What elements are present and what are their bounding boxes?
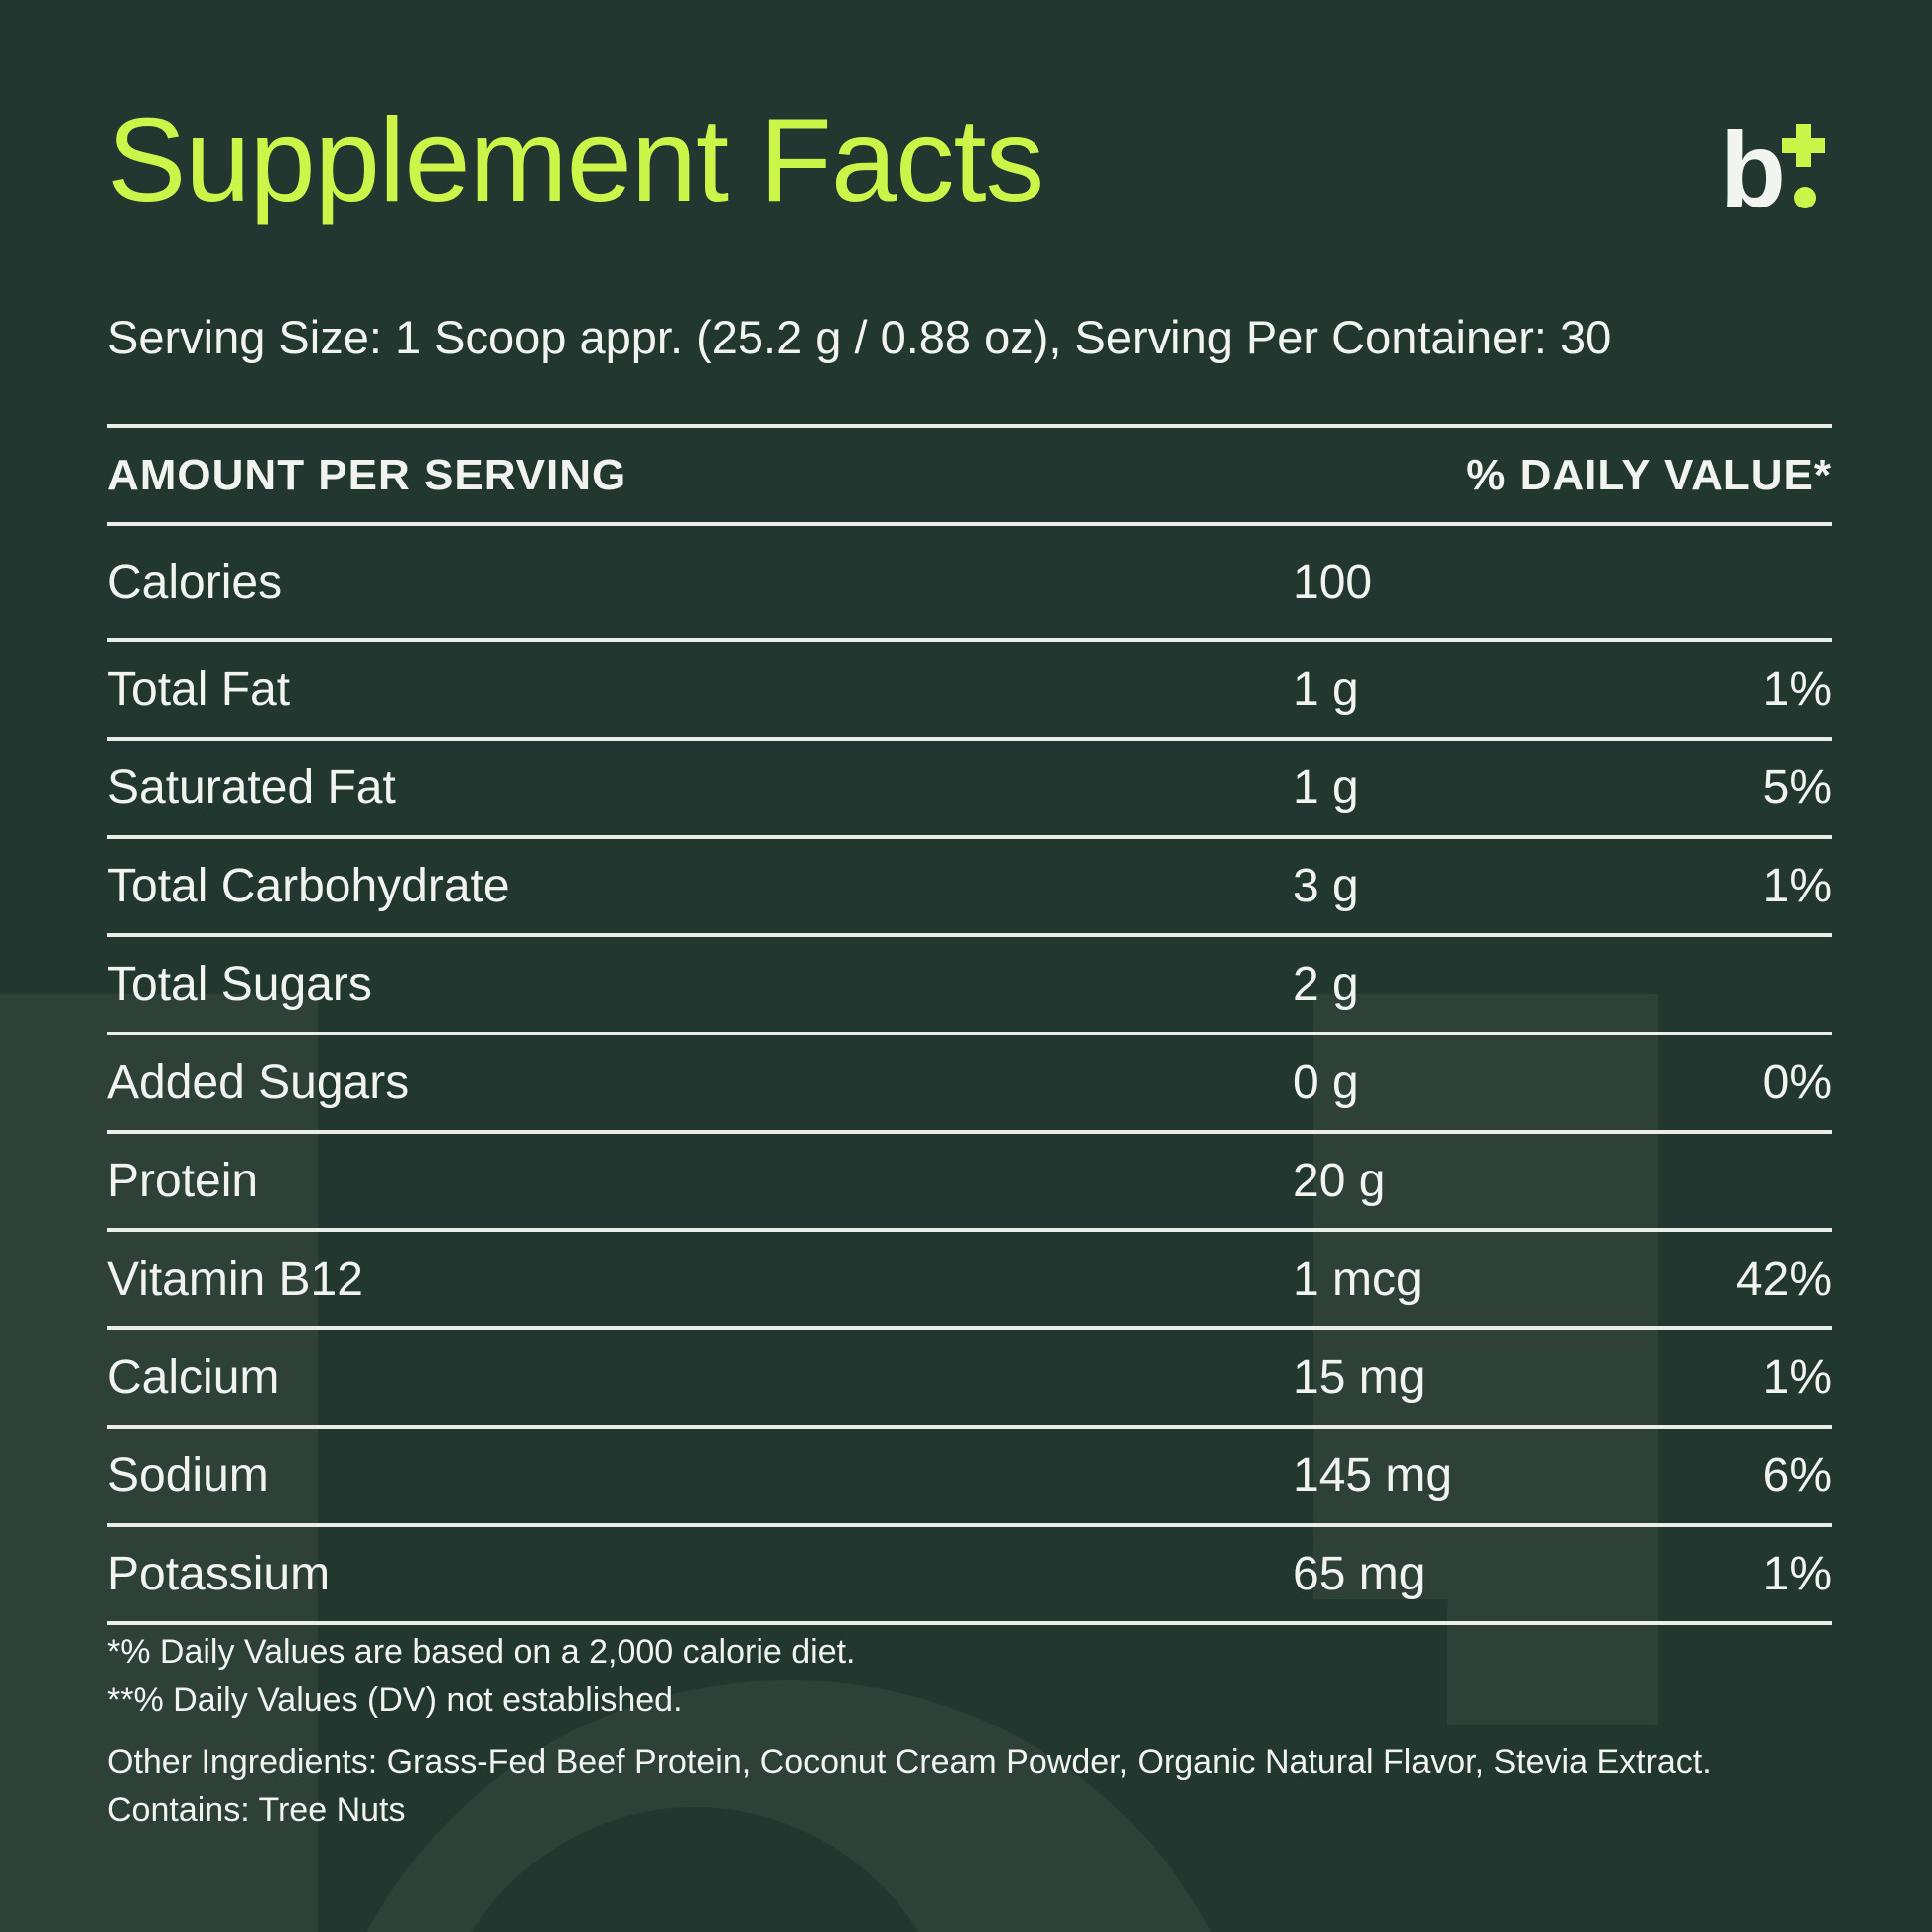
row-amount: 3 g: [1293, 860, 1359, 912]
amount-per-serving-header: AMOUNT PER SERVING: [107, 450, 627, 499]
table-row: Sodium 145 mg 6%: [107, 1429, 1832, 1527]
brand-logo-letter: b: [1725, 124, 1786, 211]
table-row: Potassium 65 mg 1%: [107, 1527, 1832, 1625]
row-label: Potassium: [107, 1548, 331, 1600]
other-ingredients: Other Ingredients: Grass-Fed Beef Protei…: [107, 1743, 1712, 1781]
row-label: Vitamin B12: [107, 1253, 363, 1306]
table-row: Total Sugars 2 g: [107, 937, 1832, 1035]
contains-allergens: Contains: Tree Nuts: [107, 1791, 406, 1829]
ingredients-block: Other Ingredients: Grass-Fed Beef Protei…: [107, 1738, 1712, 1834]
row-label: Protein: [107, 1155, 259, 1207]
row-daily-value: 1%: [1762, 860, 1832, 912]
row-amount: 1 mcg: [1293, 1253, 1423, 1306]
row-amount: 65 mg: [1293, 1548, 1426, 1600]
row-label: Total Carbohydrate: [107, 860, 510, 912]
row-daily-value: 0%: [1762, 1056, 1832, 1109]
row-amount: 1 g: [1293, 761, 1359, 814]
footnote-dv-not-established: **% Daily Values (DV) not established.: [107, 1681, 683, 1719]
row-daily-value: 42%: [1735, 1253, 1832, 1306]
table-row: Vitamin B12 1 mcg 42%: [107, 1232, 1832, 1330]
row-amount: 1 g: [1293, 663, 1359, 716]
row-daily-value: 6%: [1762, 1449, 1832, 1502]
table-row: Saturated Fat 1 g 5%: [107, 741, 1832, 839]
brand-logo: b: [1721, 109, 1833, 229]
row-amount: 145 mg: [1293, 1449, 1452, 1502]
row-label: Total Sugars: [107, 958, 372, 1011]
plus-icon: [1782, 124, 1825, 167]
row-amount: 100: [1293, 556, 1373, 609]
row-daily-value: 5%: [1762, 761, 1832, 814]
table-row: Calcium 15 mg 1%: [107, 1330, 1832, 1429]
page-title: Supplement Facts: [107, 94, 1044, 226]
row-label: Saturated Fat: [107, 761, 396, 814]
table-row: Protein 20 g: [107, 1134, 1832, 1232]
table-row: Added Sugars 0 g 0%: [107, 1035, 1832, 1134]
row-label: Calories: [107, 556, 283, 609]
dot-icon: [1794, 187, 1816, 208]
row-daily-value: 1%: [1762, 1548, 1832, 1600]
row-daily-value: 1%: [1762, 663, 1832, 716]
row-amount: 0 g: [1293, 1056, 1359, 1109]
footnotes: *% Daily Values are based on a 2,000 cal…: [107, 1628, 856, 1724]
facts-table-body: Calories 100 Total Fat 1 g 1% Saturated Fat 1 …: [107, 526, 1832, 1625]
table-row: Total Fat 1 g 1%: [107, 642, 1832, 741]
table-row: Total Carbohydrate 3 g 1%: [107, 839, 1832, 937]
row-amount: 2 g: [1293, 958, 1359, 1011]
table-row: Calories 100: [107, 526, 1832, 642]
row-label: Added Sugars: [107, 1056, 410, 1109]
row-label: Sodium: [107, 1449, 269, 1502]
row-label: Calcium: [107, 1351, 280, 1404]
footnote-daily-values: *% Daily Values are based on a 2,000 cal…: [107, 1633, 856, 1671]
row-amount: 20 g: [1293, 1155, 1386, 1207]
serving-info: Serving Size: 1 Scoop appr. (25.2 g / 0.…: [107, 311, 1612, 363]
row-label: Total Fat: [107, 663, 291, 716]
facts-table: AMOUNT PER SERVING % DAILY VALUE* Calori…: [107, 424, 1832, 1625]
row-daily-value: 1%: [1762, 1351, 1832, 1404]
daily-value-header: % DAILY VALUE*: [1466, 450, 1832, 499]
facts-table-header: AMOUNT PER SERVING % DAILY VALUE*: [107, 424, 1832, 526]
row-amount: 15 mg: [1293, 1351, 1426, 1404]
